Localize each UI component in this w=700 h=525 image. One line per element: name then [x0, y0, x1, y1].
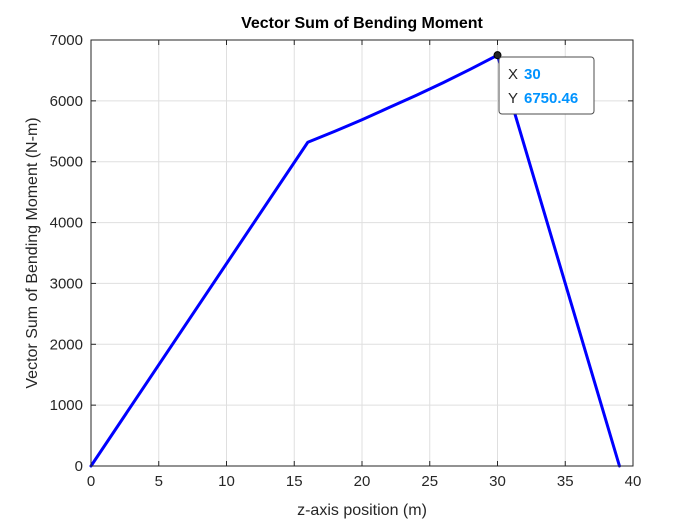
- y-tick-label: 4000: [50, 215, 83, 232]
- datatip[interactable]: X 30 Y 6750.46: [498, 56, 595, 115]
- x-tick-label: 0: [87, 473, 95, 490]
- axis-ticks: 0 5 10 15 20 25 30 35 40 0 1000 2000 3000 4000 5000 600…: [50, 32, 642, 490]
- x-axis-label: z-axis position (m): [297, 502, 427, 519]
- x-tick-label: 5: [155, 473, 163, 490]
- x-tick-label: 25: [421, 473, 438, 490]
- datatip-marker[interactable]: [493, 51, 502, 60]
- x-tick-label: 40: [625, 473, 642, 490]
- y-tick-label: 7000: [50, 32, 83, 49]
- y-tick-label: 3000: [50, 275, 83, 292]
- y-tick-label: 2000: [50, 336, 83, 353]
- series-layer: [89, 51, 621, 468]
- chart-title: Vector Sum of Bending Moment: [241, 15, 483, 32]
- y-tick-label: 6000: [50, 93, 83, 110]
- datatip-box: [498, 56, 595, 115]
- y-tick-label: 1000: [50, 397, 83, 414]
- x-tick-label: 15: [286, 473, 303, 490]
- datatip-y-key: Y: [508, 90, 518, 107]
- datatip-x-value: 30: [524, 66, 541, 83]
- y-axis-label: Vector Sum of Bending Moment (N-m): [24, 117, 41, 388]
- x-tick-label: 10: [218, 473, 235, 490]
- datatip-x-key: X: [508, 66, 518, 83]
- y-tick-label: 5000: [50, 154, 83, 171]
- datatip-y-value: 6750.46: [524, 90, 578, 107]
- y-tick-label: 0: [75, 458, 83, 475]
- x-tick-label: 20: [354, 473, 371, 490]
- x-tick-label: 35: [557, 473, 574, 490]
- series-line: [89, 53, 621, 468]
- x-tick-label: 30: [489, 473, 506, 490]
